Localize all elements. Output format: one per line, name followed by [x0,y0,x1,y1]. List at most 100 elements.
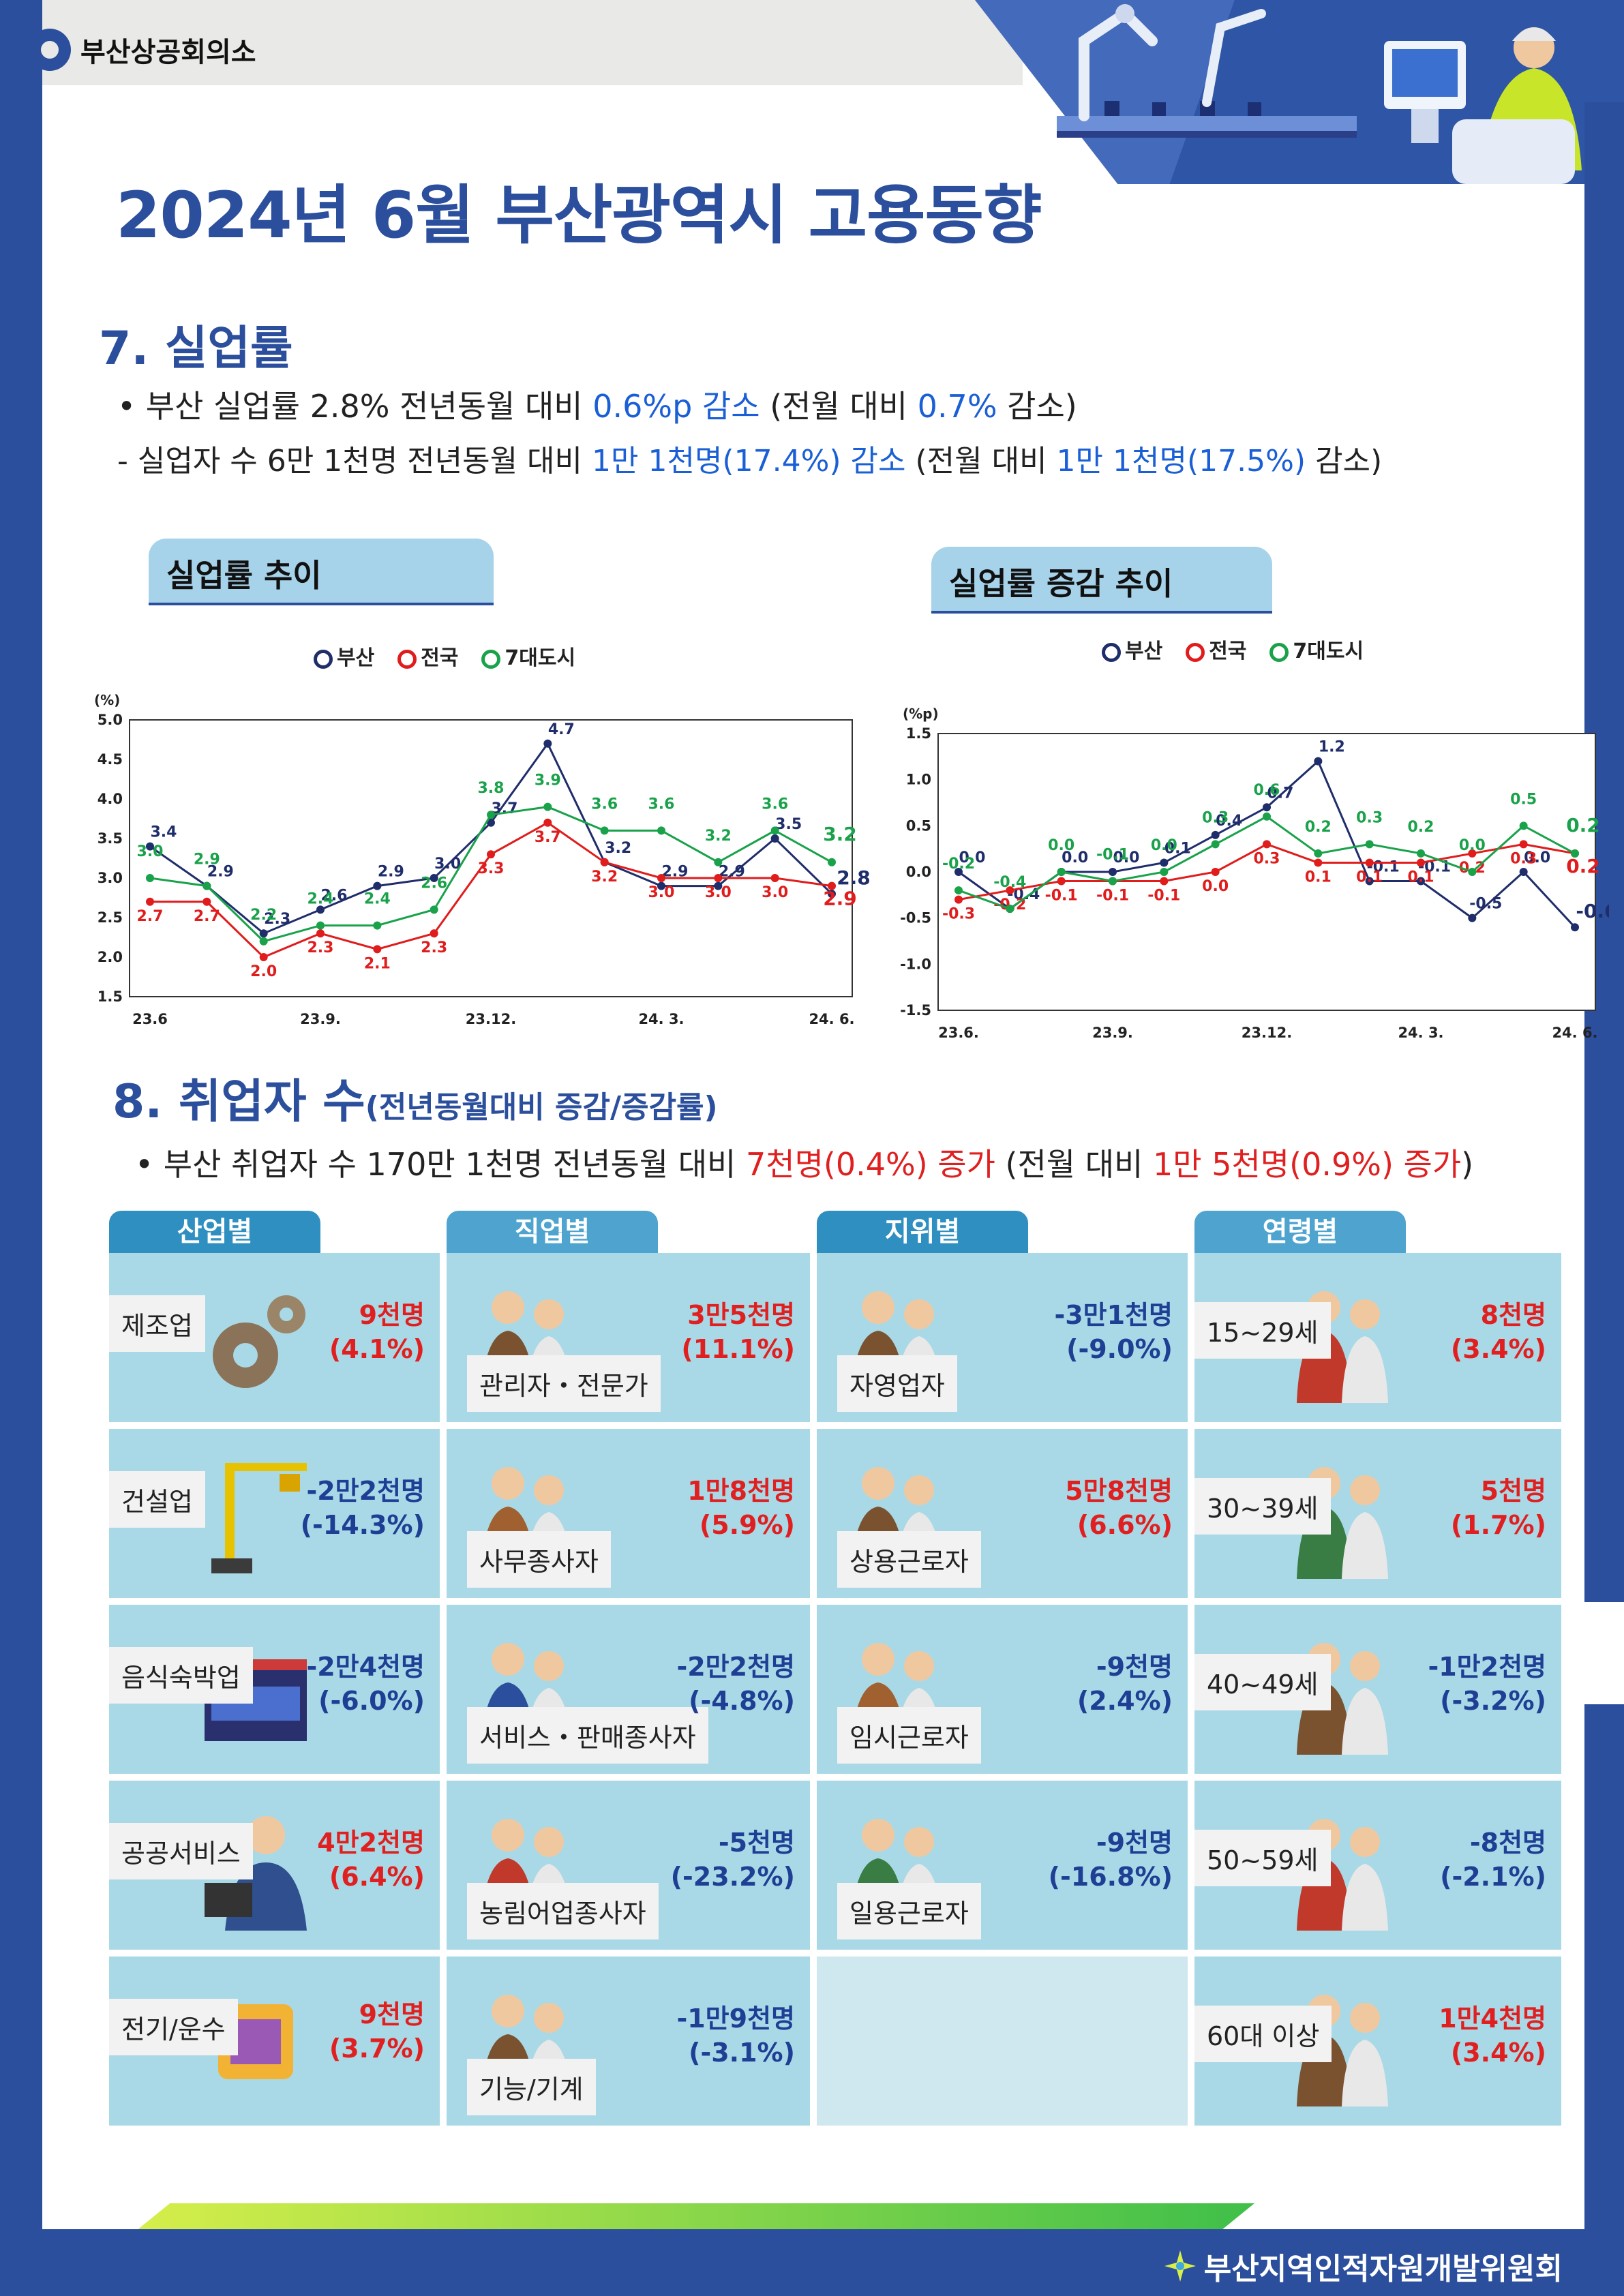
change-rate: (2.4%) [1077,1684,1173,1718]
occupation-cell: 관리자・전문가 3만5천명 (11.1%) [447,1253,810,1422]
age-value: 5천명 (1.7%) [1451,1474,1546,1542]
age-cell: 15~29세 8천명 (3.4%) [1194,1253,1561,1422]
change-rate: (-23.2%) [671,1860,795,1894]
data-label: -0.2 [942,856,975,873]
data-label: 0.0 [1151,837,1177,854]
section8-title: 8. 취업자 수 [112,1075,365,1129]
legend-marker [481,650,500,669]
y-tick-label: 5.0 [97,712,123,728]
data-label: 0.0 [1048,837,1074,854]
status-value: -9천명 (-16.8%) [1049,1826,1173,1894]
data-label: -0.1 [1096,847,1129,864]
occupation-label: 관리자・전문가 [467,1355,661,1412]
change-rate: (6.4%) [317,1860,425,1894]
x-tick-label: 24. 3. [638,1011,684,1027]
data-point [714,874,722,882]
change-rate: (3.4%) [1439,2036,1546,2070]
x-tick-label: 23.12. [466,1011,516,1027]
age-label: 60대 이상 [1194,2006,1332,2062]
data-point [543,803,552,811]
industry-value: 9천명 (4.1%) [329,1298,425,1366]
chart2-legend: 부산 전국 7대도시 [1102,634,1364,664]
data-point [771,834,779,843]
chart1-tab: 실업률 추이 [149,539,494,604]
data-label: 2.4 [307,891,334,908]
data-point [1212,868,1220,876]
bullet-highlight: 1만 1천명(17.4%) 감소 [592,444,905,479]
y-tick-label: 1.5 [97,988,123,1005]
section7-title: 7. 실업률 [99,310,293,378]
occupation-label: 기능/기계 [467,2059,596,2115]
status-label: 일용근로자 [837,1883,981,1939]
age-cell: 30~39세 5천명 (1.7%) [1194,1429,1561,1598]
age-value: 1만4천명 (3.4%) [1439,2002,1546,2070]
status-label: 자영업자 [837,1355,957,1412]
legend-marker [397,650,417,669]
data-label: 0.3 [1356,809,1383,826]
legend-label: 7대도시 [505,646,575,670]
occupation-label: 사무종사자 [467,1531,611,1588]
data-point [373,922,381,930]
data-point [543,740,552,748]
x-tick-label: 23.6. [938,1025,979,1041]
legend-item: 부산 [1102,634,1162,664]
data-point [1006,905,1014,913]
change-rate: (-3.2%) [1428,1684,1546,1718]
data-point [1366,840,1374,848]
bullet-highlight: 0.7% [918,388,997,425]
data-point [1109,877,1117,886]
data-point [1263,840,1271,848]
industry-value: -2만4천명 (-6.0%) [306,1650,425,1718]
change-rate: (5.9%) [687,1508,795,1542]
tab-age: 연령별 [1194,1211,1406,1253]
age-value: -1만2천명 (-3.2%) [1428,1650,1546,1718]
change-rate: (-2.1%) [1440,1860,1546,1894]
data-point [1366,858,1374,866]
data-label: 3.6 [648,796,675,813]
legend-marker [1269,643,1289,662]
data-point [954,886,963,894]
status-label: 임시근로자 [837,1707,981,1764]
data-label: 3.7 [535,829,561,846]
occupation-cell: 서비스・판매종사자 -2만2천명 (-4.8%) [447,1605,810,1774]
x-tick-label: 24. 6. [809,1011,854,1027]
data-point [1160,858,1168,866]
section8-subtitle: (전년동월대비 증감/증감률) [365,1090,718,1125]
y-tick-label: -1.0 [900,956,931,972]
data-point [1571,849,1579,858]
age-cell: 40~49세 -1만2천명 (-3.2%) [1194,1605,1561,1774]
industry-cell: 음식숙박업 -2만4천명 (-6.0%) [109,1605,440,1774]
data-label: -0.3 [942,906,975,923]
change-count: -9천명 [1049,1826,1173,1860]
y-tick-label: 4.0 [97,791,123,807]
section7-bullet-1: • 부산 실업률 2.8% 전년동월 대비 0.6%p 감소 (전월 대비 0.… [117,382,1077,427]
data-point [202,898,211,906]
data-label: 3.6 [762,796,788,813]
employment-grid: 제조업 9천명 (4.1%) 건설업 -2만2천명 (-14.3%) 음식숙박업 -2만4천명… [109,1253,1561,2126]
data-point [373,945,381,953]
data-point [1212,831,1220,839]
data-label: -0.1 [1147,888,1180,905]
change-rate: (11.1%) [681,1332,795,1366]
y-tick-label: 3.0 [97,870,123,886]
status-value: -9천명 (2.4%) [1077,1650,1173,1718]
gears-icon [198,1273,314,1403]
org-name: 부산상공회의소 [80,30,256,70]
crane-icon [198,1449,314,1579]
data-label: -0.1 [1096,888,1129,905]
data-point [260,937,268,946]
unemployment-change-chart: (%p)1.51.00.50.0-0.5-1.0-1.523.6. 23.9. 23… [893,695,1609,1043]
industry-label: 공공서비스 [109,1823,253,1879]
x-tick-label: 24. 6. [1552,1025,1597,1041]
data-point [146,898,154,906]
bullet-text: (전월 대비 [995,1146,1153,1183]
y-tick-label: 0.5 [906,817,931,834]
age-value: 8천명 (3.4%) [1451,1298,1546,1366]
change-rate: (-14.3%) [301,1508,425,1542]
data-point [316,929,325,937]
chart1-tab-underline [149,603,494,605]
industry-cell: 전기/운수 9천명 (3.7%) [109,1957,440,2126]
data-point [954,896,963,904]
occupation-value: -2만2천명 (-4.8%) [676,1650,795,1718]
data-label: 2.3 [307,939,334,956]
